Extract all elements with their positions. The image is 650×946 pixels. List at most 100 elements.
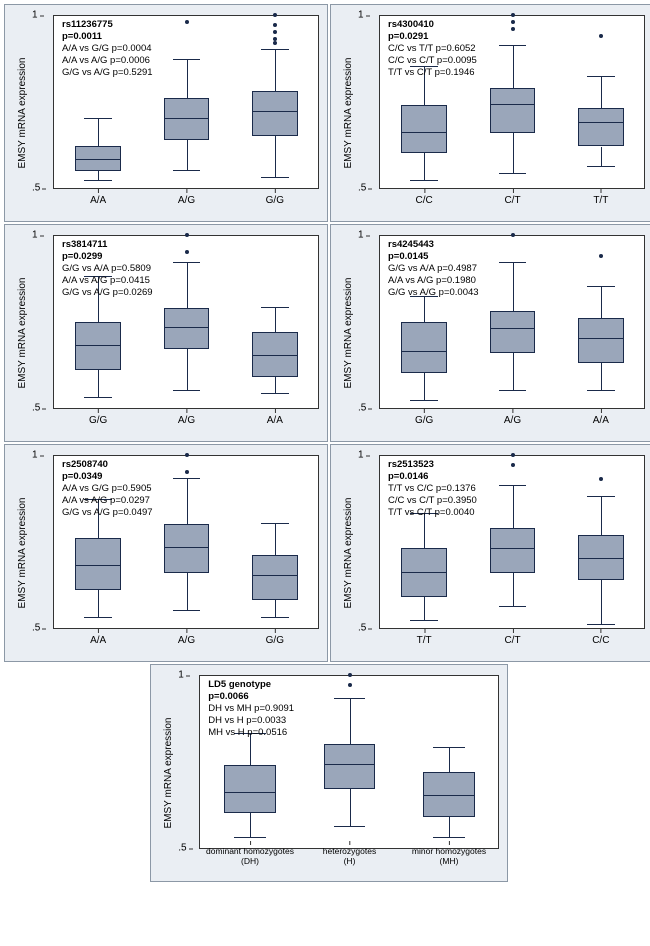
panel-rs4300410: EMSY mRNA expression .51C/CC/TT/Trs430041… bbox=[330, 4, 650, 222]
outlier-point bbox=[599, 477, 603, 481]
pairwise-pvalue: T/T vs C/T p=0.0040 bbox=[388, 507, 477, 519]
panel-LD5: EMSY mRNA expression .51dominant homozygo… bbox=[150, 664, 508, 882]
boxplot-box bbox=[252, 91, 298, 136]
y-tick: 1 bbox=[32, 230, 38, 241]
snp-header: rs4245443 bbox=[388, 239, 479, 251]
outlier-point bbox=[273, 41, 277, 45]
boxplot-box bbox=[490, 88, 536, 133]
panel-rs3814711: EMSY mRNA expression.51G/GA/GA/Ars381471… bbox=[4, 224, 328, 442]
chart-area: .51T/TC/TC/Crs2513523p=0.0146T/T vs C/C … bbox=[379, 455, 645, 629]
outlier-point bbox=[511, 13, 515, 17]
y-axis-label: EMSY mRNA expression bbox=[343, 278, 354, 389]
panel-rs2508740: EMSY mRNA expression .51A/AA/GG/Grs250874… bbox=[4, 444, 328, 662]
pairwise-pvalue: C/C vs C/T p=0.0095 bbox=[388, 55, 477, 67]
x-tick: C/C bbox=[416, 195, 433, 206]
boxplot-box bbox=[75, 146, 121, 170]
outlier-point bbox=[348, 683, 352, 687]
outlier-point bbox=[511, 233, 515, 237]
chart-area: .51dominant homozygotes(DH)heterozygotes… bbox=[199, 675, 499, 849]
annotation-text: rs2513523p=0.0146T/T vs C/C p=0.1376C/C … bbox=[388, 459, 477, 518]
boxplot-box bbox=[578, 108, 624, 146]
pairwise-pvalue: A/A vs A/G p=0.1980 bbox=[388, 275, 479, 287]
pairwise-pvalue: A/A vs A/G p=0.0297 bbox=[62, 495, 153, 507]
y-tick: .5 bbox=[358, 403, 366, 414]
overall-pvalue: p=0.0011 bbox=[62, 31, 153, 43]
x-tick: C/T bbox=[504, 635, 520, 646]
y-tick: 1 bbox=[358, 230, 364, 241]
pairwise-pvalue: A/A vs G/G p=0.5905 bbox=[62, 483, 153, 495]
boxplot-box bbox=[324, 744, 376, 789]
y-tick: .5 bbox=[32, 403, 40, 414]
snp-header: LD5 genotype bbox=[208, 679, 294, 691]
y-axis-label: EMSY mRNA expression bbox=[17, 498, 28, 609]
x-tick: T/T bbox=[593, 195, 608, 206]
x-tick: A/G bbox=[504, 415, 521, 426]
snp-header: rs11236775 bbox=[62, 19, 153, 31]
snp-header: rs2508740 bbox=[62, 459, 153, 471]
outlier-point bbox=[273, 30, 277, 34]
overall-pvalue: p=0.0145 bbox=[388, 251, 479, 263]
boxplot-box bbox=[490, 528, 536, 573]
y-axis-label: EMSY mRNA expression bbox=[163, 718, 174, 829]
x-tick: G/G bbox=[415, 415, 433, 426]
x-tick: G/G bbox=[89, 415, 107, 426]
outlier-point bbox=[273, 23, 277, 27]
x-tick: minor homozygotes(MH) bbox=[412, 847, 486, 866]
boxplot-box bbox=[252, 332, 298, 377]
x-tick: C/T bbox=[504, 195, 520, 206]
outlier-point bbox=[511, 463, 515, 467]
y-tick: .5 bbox=[358, 623, 366, 634]
pairwise-pvalue: G/G vs A/A p=0.5809 bbox=[62, 263, 153, 275]
y-axis-label: EMSY mRNA expression bbox=[343, 58, 354, 169]
x-tick: G/G bbox=[266, 195, 284, 206]
x-tick: C/C bbox=[592, 635, 609, 646]
overall-pvalue: p=0.0066 bbox=[208, 691, 294, 703]
y-tick: 1 bbox=[32, 10, 38, 21]
outlier-point bbox=[599, 34, 603, 38]
boxplot-box bbox=[224, 765, 276, 813]
boxplot-box bbox=[164, 524, 210, 572]
chart-area: .51A/AA/GG/Grs11236775p=0.0011A/A vs G/G… bbox=[53, 15, 319, 189]
boxplot-box bbox=[578, 318, 624, 363]
overall-pvalue: p=0.0349 bbox=[62, 471, 153, 483]
x-tick: A/G bbox=[178, 195, 195, 206]
overall-pvalue: p=0.0146 bbox=[388, 471, 477, 483]
snp-header: rs4300410 bbox=[388, 19, 477, 31]
chart-area: .51A/AA/GG/Grs2508740p=0.0349A/A vs G/G … bbox=[53, 455, 319, 629]
x-tick: A/A bbox=[593, 415, 609, 426]
pairwise-pvalue: A/A vs G/G p=0.0004 bbox=[62, 43, 153, 55]
y-tick: 1 bbox=[178, 670, 184, 681]
outlier-point bbox=[273, 13, 277, 17]
chart-area: .51C/CC/TT/Trs4300410p=0.0291C/C vs T/T … bbox=[379, 15, 645, 189]
pairwise-pvalue: C/C vs T/T p=0.6052 bbox=[388, 43, 477, 55]
annotation-text: rs3814711p=0.0299G/G vs A/A p=0.5809A/A … bbox=[62, 239, 153, 298]
x-tick: heterozygotes(H) bbox=[323, 847, 376, 866]
pairwise-pvalue: G/G vs A/A p=0.4987 bbox=[388, 263, 479, 275]
boxplot-box bbox=[164, 98, 210, 140]
pairwise-pvalue: G/G vs A/G p=0.0043 bbox=[388, 287, 479, 299]
boxplot-box bbox=[252, 555, 298, 600]
annotation-text: rs4245443p=0.0145G/G vs A/A p=0.4987A/A … bbox=[388, 239, 479, 298]
annotation-text: LD5 genotypep=0.0066DH vs MH p=0.9091DH … bbox=[208, 679, 294, 738]
pairwise-pvalue: DH vs MH p=0.9091 bbox=[208, 703, 294, 715]
snp-header: rs2513523 bbox=[388, 459, 477, 471]
x-tick: A/A bbox=[90, 635, 106, 646]
x-tick: T/T bbox=[417, 635, 432, 646]
pairwise-pvalue: C/C vs C/T p=0.3950 bbox=[388, 495, 477, 507]
boxplot-box bbox=[423, 772, 475, 817]
y-tick: .5 bbox=[32, 623, 40, 634]
annotation-text: rs11236775p=0.0011A/A vs G/G p=0.0004A/A… bbox=[62, 19, 153, 78]
annotation-text: rs2508740p=0.0349A/A vs G/G p=0.5905A/A … bbox=[62, 459, 153, 518]
y-tick: .5 bbox=[32, 183, 40, 194]
pairwise-pvalue: MH vs H p=0.0516 bbox=[208, 727, 294, 739]
overall-pvalue: p=0.0299 bbox=[62, 251, 153, 263]
pairwise-pvalue: T/T vs C/C p=0.1376 bbox=[388, 483, 477, 495]
boxplot-box bbox=[401, 548, 447, 596]
x-tick: A/G bbox=[178, 635, 195, 646]
outlier-point bbox=[348, 673, 352, 677]
y-tick: .5 bbox=[358, 183, 366, 194]
outlier-point bbox=[185, 453, 189, 457]
pairwise-pvalue: T/T vs C/T p=0.1946 bbox=[388, 67, 477, 79]
x-tick: A/A bbox=[267, 415, 283, 426]
overall-pvalue: p=0.0291 bbox=[388, 31, 477, 43]
